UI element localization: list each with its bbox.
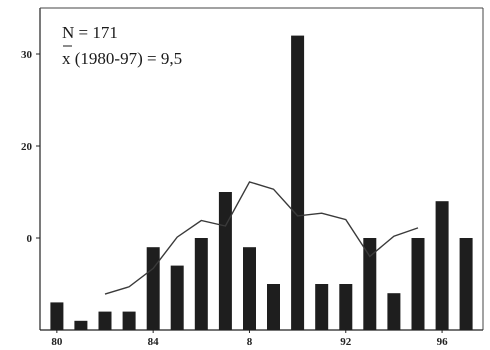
- y-tick-label: 20: [21, 141, 33, 153]
- x-tick-label: 8: [247, 336, 253, 348]
- bar-1980: [50, 302, 64, 330]
- bar-1996: [435, 201, 449, 330]
- x-tick-label: 84: [148, 336, 160, 348]
- bar-1993: [363, 238, 377, 330]
- bar-1997: [459, 238, 473, 330]
- bar-1984: [146, 247, 160, 330]
- mean-label: x (1980-97) = 9,5: [62, 49, 182, 68]
- y-tick-label: 0: [27, 233, 33, 245]
- bar-1982: [98, 311, 112, 330]
- moving-average-line: [104, 181, 419, 295]
- x-tick-label: 92: [340, 336, 352, 348]
- x-tick-label: 80: [51, 336, 63, 348]
- bars-layer: [50, 35, 473, 330]
- bar-1986: [194, 238, 208, 330]
- bar-1995: [411, 238, 425, 330]
- bar-1992: [339, 284, 353, 330]
- x-tick-label: 96: [437, 336, 449, 348]
- y-tick-label: 30: [21, 49, 33, 61]
- bar-1990: [291, 35, 305, 330]
- n-count-label: N = 171: [62, 23, 118, 42]
- bar-1983: [122, 311, 136, 330]
- bar-1981: [74, 320, 88, 330]
- bar-1988: [243, 247, 256, 330]
- bar-1987: [218, 192, 232, 330]
- bar-1994: [387, 293, 401, 330]
- plot-frame: [39, 7, 484, 331]
- bar-1989: [267, 284, 280, 330]
- y-axis-ticks: 30 20 0: [21, 49, 40, 245]
- line-layer: [104, 181, 419, 295]
- x-axis-ticks: 80 84 8 92 96: [51, 330, 448, 348]
- bar-1991: [315, 284, 329, 330]
- bar-1985: [170, 265, 184, 330]
